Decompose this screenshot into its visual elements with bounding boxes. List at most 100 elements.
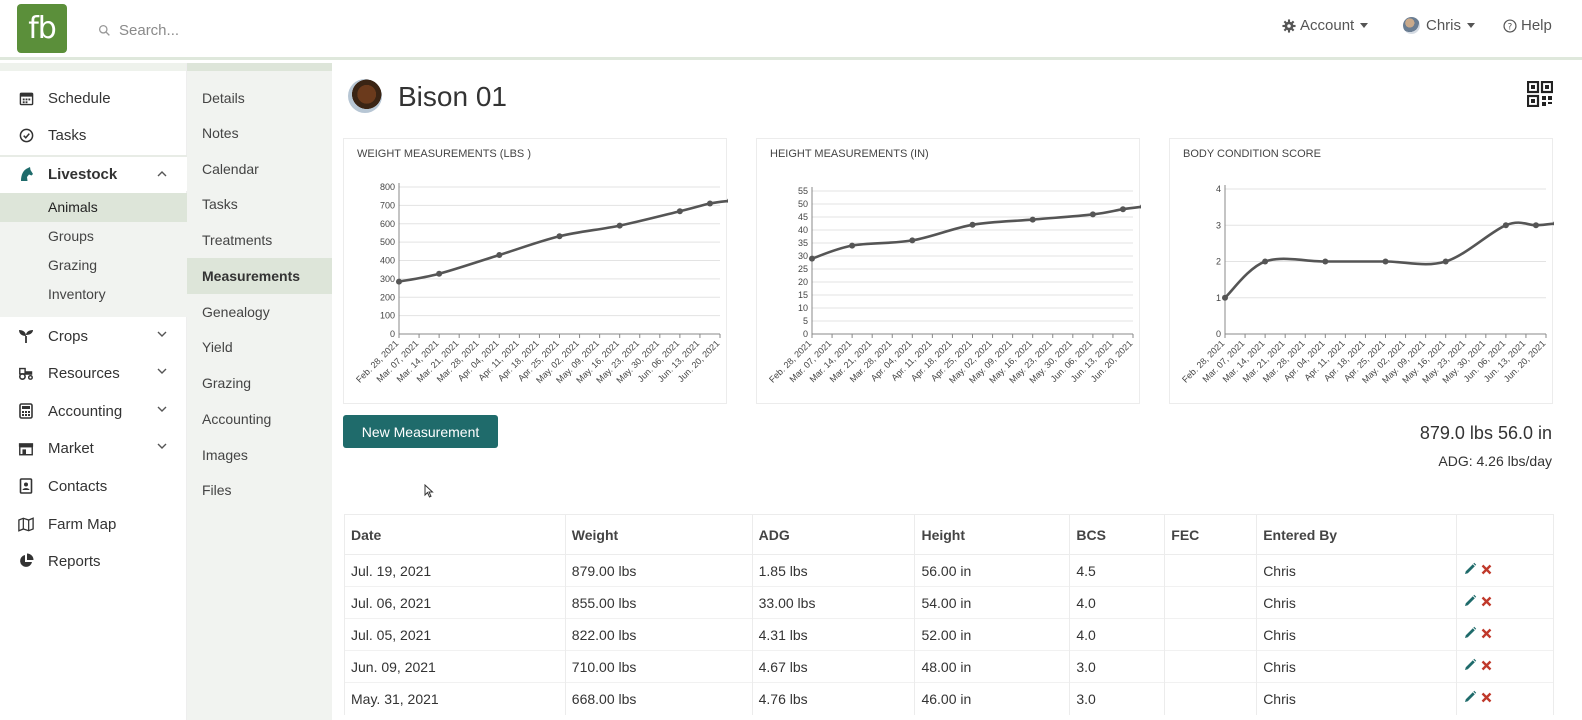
data-point — [556, 233, 563, 240]
search-icon — [98, 24, 110, 36]
sidebar-item-resources[interactable]: Resources — [0, 355, 187, 391]
sidebar-item-market[interactable]: Market — [0, 430, 187, 466]
delete-x-icon[interactable] — [1481, 596, 1492, 607]
account-menu[interactable]: Account — [1282, 17, 1369, 34]
sidebar-item-label: Crops — [48, 327, 89, 345]
sidebar-item-crops[interactable]: Crops — [0, 318, 187, 354]
subnav-item-genealogy[interactable]: Genealogy — [202, 304, 270, 320]
chart-title: BODY CONDITION SCORE — [1183, 148, 1321, 160]
sidebar-item-label: Livestock — [48, 165, 118, 183]
delete-x-icon[interactable] — [1481, 564, 1492, 575]
data-point — [1502, 222, 1509, 229]
delete-x-icon[interactable] — [1481, 692, 1492, 703]
subnav-item-grazing[interactable]: Grazing — [202, 375, 252, 391]
cell-weight: 879.00 lbs — [564, 554, 753, 587]
data-point — [1553, 221, 1554, 226]
data-point — [1222, 294, 1228, 301]
sidebar-top-strip — [0, 63, 186, 71]
main-sidebar: Schedule Tasks Livestock Animals Groups … — [0, 63, 187, 720]
sidebar-subitem-inventory[interactable]: Inventory — [0, 280, 187, 309]
table-header-row: Date Weight ADG Height BCS FEC Entered B… — [344, 514, 1554, 555]
column-header-adg[interactable]: ADG — [751, 514, 916, 555]
sidebar-item-reports[interactable]: Reports — [0, 543, 187, 579]
cell-adg: 4.67 lbs — [751, 650, 916, 683]
help-link[interactable]: ? Help — [1503, 17, 1552, 34]
calculator-icon — [18, 403, 34, 419]
edit-pencil-icon[interactable] — [1463, 690, 1477, 704]
subnav-item-measurements[interactable]: Measurements — [187, 258, 332, 294]
search-input[interactable] — [119, 21, 299, 39]
sidebar-item-tasks[interactable]: Tasks — [0, 117, 187, 153]
column-header-weight[interactable]: Weight — [564, 514, 753, 555]
address-book-icon — [18, 478, 34, 494]
edit-pencil-icon[interactable] — [1463, 562, 1477, 576]
animal-avatar — [348, 79, 382, 113]
sidebar-subitem-animals[interactable]: Animals — [0, 193, 187, 222]
sidebar-item-livestock[interactable]: Livestock — [0, 155, 187, 191]
store-icon — [18, 440, 34, 456]
subnav-item-treatments[interactable]: Treatments — [202, 232, 273, 248]
sidebar-subitem-groups[interactable]: Groups — [0, 222, 187, 251]
data-point — [727, 198, 728, 203]
y-tick-label: 15 — [798, 290, 808, 300]
column-header-bcs[interactable]: BCS — [1069, 514, 1166, 555]
sidebar-item-contacts[interactable]: Contacts — [0, 468, 187, 504]
subnav-item-files[interactable]: Files — [202, 482, 232, 498]
cell-weight: 668.00 lbs — [564, 682, 753, 715]
data-point — [1119, 206, 1126, 213]
top-bar: fb Account Chris ? Help — [0, 0, 1582, 60]
app-logo[interactable]: fb — [17, 4, 67, 53]
subnav-item-images[interactable]: Images — [202, 447, 248, 463]
cell-entered-by: Chris — [1256, 618, 1458, 651]
sidebar-item-farm-map[interactable]: Farm Map — [0, 506, 187, 542]
column-header-fec[interactable]: FEC — [1164, 514, 1258, 555]
sidebar-item-accounting[interactable]: Accounting — [0, 393, 187, 429]
cell-adg: 33.00 lbs — [751, 586, 916, 619]
sidebar-item-schedule[interactable]: Schedule — [0, 80, 187, 116]
subnav-item-details[interactable]: Details — [202, 90, 245, 106]
cell-adg: 4.31 lbs — [751, 618, 916, 651]
delete-x-icon[interactable] — [1481, 660, 1492, 671]
y-tick-label: 300 — [380, 274, 395, 284]
subnav-item-yield[interactable]: Yield — [202, 339, 233, 355]
cell-actions — [1456, 618, 1554, 651]
sidebar-item-label: Farm Map — [48, 515, 117, 533]
cell-bcs: 4.0 — [1069, 618, 1166, 651]
y-tick-label: 1 — [1216, 293, 1221, 303]
delete-x-icon[interactable] — [1481, 628, 1492, 639]
subnav-item-notes[interactable]: Notes — [202, 125, 239, 141]
qr-code-icon[interactable] — [1527, 81, 1553, 107]
cell-date: Jul. 19, 2021 — [344, 554, 566, 587]
table-row: Jul. 19, 2021 879.00 lbs 1.85 lbs 56.00 in 4… — [344, 554, 1554, 587]
edit-pencil-icon[interactable] — [1463, 594, 1477, 608]
sidebar-subitem-grazing[interactable]: Grazing — [0, 251, 187, 280]
search-box[interactable] — [98, 18, 318, 42]
column-header-height[interactable]: Height — [914, 514, 1071, 555]
subnav-item-calendar[interactable]: Calendar — [202, 161, 259, 177]
cell-actions — [1456, 586, 1554, 619]
new-measurement-button[interactable]: New Measurement — [343, 415, 498, 448]
cell-actions — [1456, 554, 1554, 587]
data-point — [809, 255, 815, 262]
data-point — [1442, 258, 1449, 265]
sidebar-item-label: Tasks — [48, 126, 87, 144]
column-header-entered-by[interactable]: Entered By — [1256, 514, 1458, 555]
edit-pencil-icon[interactable] — [1463, 626, 1477, 640]
column-header-date[interactable]: Date — [344, 514, 566, 555]
chart-title: WEIGHT MEASUREMENTS (LBS ) — [357, 148, 531, 160]
table-row: Jul. 06, 2021 855.00 lbs 33.00 lbs 54.00 in… — [344, 586, 1554, 619]
edit-pencil-icon[interactable] — [1463, 658, 1477, 672]
chevron-up-icon — [157, 171, 167, 177]
subnav-item-tasks[interactable]: Tasks — [202, 196, 238, 212]
y-tick-label: 50 — [798, 199, 808, 209]
y-tick-label: 100 — [380, 311, 395, 321]
animal-subnav: Details Notes Calendar Tasks Treatments … — [187, 63, 332, 720]
sidebar-item-label: Schedule — [48, 89, 111, 107]
check-circle-icon — [18, 127, 34, 143]
data-point — [676, 208, 683, 215]
subnav-item-accounting[interactable]: Accounting — [202, 411, 272, 427]
y-tick-label: 0 — [1216, 329, 1221, 339]
data-point — [1382, 258, 1389, 265]
tractor-icon — [18, 365, 34, 381]
user-menu[interactable]: Chris — [1403, 17, 1476, 34]
